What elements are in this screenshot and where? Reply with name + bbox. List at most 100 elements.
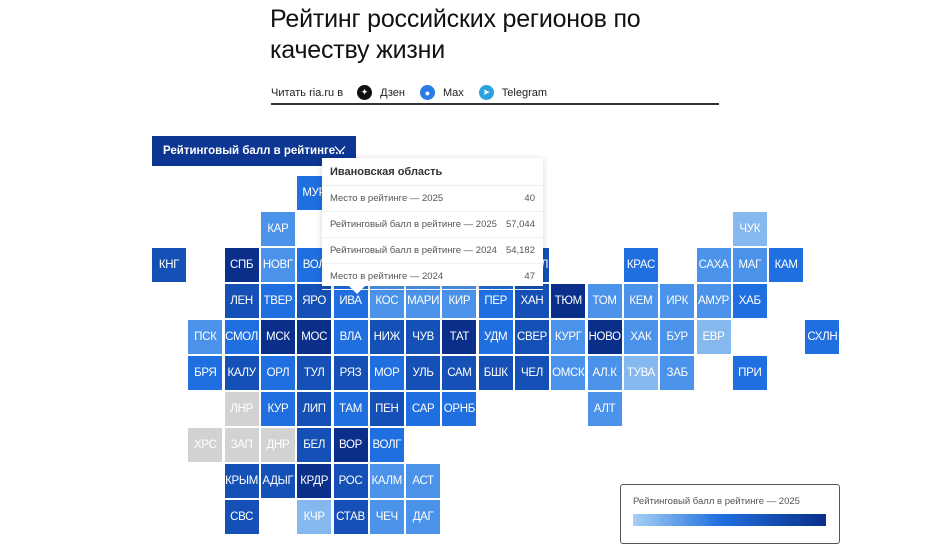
region-tile[interactable]: МОР — [369, 356, 404, 390]
share-link-max[interactable]: ● Max — [420, 85, 464, 100]
max-icon: ● — [420, 85, 435, 100]
region-tile[interactable]: ЧУВ — [406, 320, 441, 354]
region-tile[interactable]: КАМ — [769, 248, 804, 282]
region-tile[interactable]: ОМСК — [551, 356, 586, 390]
share-link-label: Max — [443, 86, 464, 99]
tooltip-row: Место в рейтинге — 2024 47 — [322, 264, 543, 290]
region-tile[interactable]: БЕЛ — [297, 428, 332, 462]
share-link-label: Дзен — [380, 86, 405, 99]
region-tile[interactable]: РОС — [333, 464, 368, 498]
legend-title: Рейтинговый балл в рейтинге — 2025 — [633, 496, 800, 507]
chevron-down-icon — [334, 146, 346, 153]
region-tile[interactable]: НОВО — [587, 320, 622, 354]
region-tile[interactable]: ВЛА — [333, 320, 368, 354]
page-title: Рейтинг российских регионов по качеству … — [270, 5, 641, 64]
region-tile[interactable]: ЗАП — [224, 428, 259, 462]
region-tile[interactable]: СМОЛ — [224, 320, 259, 354]
region-tile[interactable]: КЧР — [297, 500, 332, 534]
region-tile[interactable]: СПБ — [224, 248, 259, 282]
share-link-dzen[interactable]: ✦ Дзен — [357, 85, 405, 100]
region-tile[interactable]: ДАГ — [406, 500, 441, 534]
region-tile[interactable]: БРЯ — [188, 356, 223, 390]
region-tile[interactable]: СХЛН — [805, 320, 840, 354]
tooltip-row: Рейтинговый балл в рейтинге — 2024 54,182 — [322, 238, 543, 264]
region-tile[interactable]: КУРГ — [551, 320, 586, 354]
region-tile[interactable]: ИРК — [660, 284, 695, 318]
region-tile[interactable]: АЛТ — [587, 392, 622, 426]
region-tile[interactable]: САХА — [696, 248, 731, 282]
region-tile[interactable]: УЛЬ — [406, 356, 441, 390]
region-tile[interactable]: КРАС — [623, 248, 658, 282]
region-tile[interactable]: ЧЕЧ — [369, 500, 404, 534]
region-tile[interactable]: АДЫГ — [260, 464, 295, 498]
region-tile[interactable]: АЛ.К — [587, 356, 622, 390]
dropdown-selected: Рейтинговый балл в рейтинге... — [163, 145, 345, 157]
region-tile[interactable]: КРДР — [297, 464, 332, 498]
region-tile[interactable]: УДМ — [478, 320, 513, 354]
region-tooltip: Ивановская область Место в рейтинге — 20… — [322, 158, 543, 294]
region-tile[interactable]: ХРС — [188, 428, 223, 462]
region-tile[interactable]: МОС — [297, 320, 332, 354]
metric-dropdown[interactable]: Рейтинговый балл в рейтинге... — [152, 136, 356, 166]
tooltip-region-name: Ивановская область — [322, 158, 543, 186]
region-tile[interactable]: КАЛМ — [369, 464, 404, 498]
region-tile[interactable]: ХАБ — [732, 284, 767, 318]
legend-gradient-bar — [633, 514, 826, 526]
region-tile[interactable]: КЕМ — [623, 284, 658, 318]
region-tile[interactable]: БУР — [660, 320, 695, 354]
region-tile[interactable]: ОРНБ — [442, 392, 477, 426]
region-tile[interactable]: КУР — [260, 392, 295, 426]
tooltip-value: 57,044 — [505, 219, 535, 230]
region-tile[interactable]: МАГ — [732, 248, 767, 282]
region-tile[interactable]: ЧЕЛ — [515, 356, 549, 390]
region-tile[interactable]: КРЫМ — [224, 464, 259, 498]
telegram-icon: ➤ — [478, 85, 494, 100]
tooltip-value: 40 — [524, 193, 535, 204]
region-tile[interactable]: ТОМ — [587, 284, 622, 318]
region-tile[interactable]: САР — [406, 392, 441, 426]
region-tile[interactable]: ЕВР — [696, 320, 731, 354]
region-tile[interactable]: ВОР — [333, 428, 368, 462]
region-tile[interactable]: КАР — [260, 212, 295, 246]
tooltip-value: 47 — [524, 271, 535, 282]
region-tile[interactable]: АСТ — [406, 464, 441, 498]
color-legend: Рейтинговый балл в рейтинге — 2025 — [620, 484, 840, 544]
tooltip-row: Рейтинговый балл в рейтинге — 2025 57,044 — [322, 212, 543, 238]
region-tile[interactable]: ЗАБ — [660, 356, 695, 390]
region-tile[interactable]: ЛНР — [224, 392, 259, 426]
region-tile[interactable]: МСК — [260, 320, 295, 354]
region-tile[interactable]: ТАМ — [333, 392, 368, 426]
dzen-icon: ✦ — [357, 85, 373, 100]
region-tile[interactable]: ТУВА — [623, 356, 658, 390]
region-tile[interactable]: СТАВ — [333, 500, 368, 534]
region-tile[interactable]: СВС — [224, 500, 259, 534]
region-tile[interactable]: ПЕН — [369, 392, 404, 426]
region-tile[interactable]: ЛЕН — [224, 284, 259, 318]
tooltip-pointer — [348, 285, 366, 294]
region-tile[interactable]: АМУР — [696, 284, 731, 318]
tooltip-label: Рейтинговый балл в рейтинге — 2024 — [330, 245, 497, 256]
region-tile[interactable]: ЧУК — [732, 212, 767, 246]
region-tile[interactable]: ДНР — [260, 428, 295, 462]
region-tile[interactable]: ТВЕР — [260, 284, 295, 318]
region-tile[interactable]: КНГ — [152, 248, 186, 282]
region-tile[interactable]: СВЕР — [515, 320, 549, 354]
tooltip-value: 54,182 — [505, 245, 535, 256]
region-tile[interactable]: ОРЛ — [260, 356, 295, 390]
region-tile[interactable]: НИЖ — [369, 320, 404, 354]
region-tile[interactable]: ХАК — [623, 320, 658, 354]
region-tile[interactable]: ПСК — [188, 320, 223, 354]
share-bar: Читать ria.ru в ✦ Дзен ● Max ➤ Telegram — [271, 82, 719, 105]
region-tile[interactable]: ТЮМ — [551, 284, 586, 318]
region-tile[interactable]: ТУЛ — [297, 356, 332, 390]
share-link-telegram[interactable]: ➤ Telegram — [478, 85, 547, 100]
region-tile[interactable]: ВОЛГ — [369, 428, 404, 462]
region-tile[interactable]: НОВГ — [260, 248, 295, 282]
region-tile[interactable]: САМ — [442, 356, 477, 390]
region-tile[interactable]: БШК — [478, 356, 513, 390]
region-tile[interactable]: ЛИП — [297, 392, 332, 426]
region-tile[interactable]: КАЛУ — [224, 356, 259, 390]
region-tile[interactable]: ТАТ — [442, 320, 477, 354]
region-tile[interactable]: РЯЗ — [333, 356, 368, 390]
region-tile[interactable]: ПРИ — [732, 356, 767, 390]
